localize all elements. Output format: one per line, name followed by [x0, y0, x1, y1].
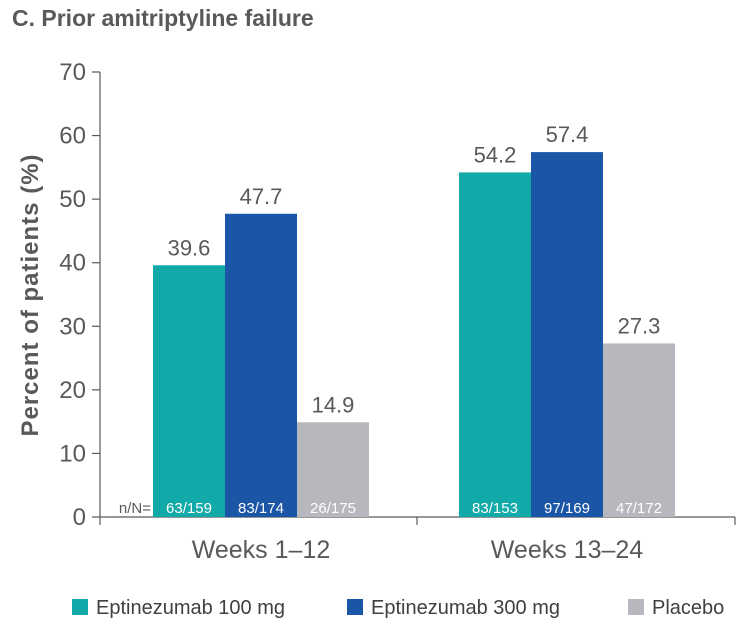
bar-value-label: 14.9 — [312, 392, 355, 417]
chart-title: C. Prior amitriptyline failure — [12, 5, 314, 31]
y-tick-label: 40 — [59, 250, 86, 277]
legend-swatch — [72, 599, 88, 615]
y-tick-label: 30 — [59, 313, 86, 340]
bar-value-label: 27.3 — [618, 313, 661, 338]
bars — [153, 152, 675, 517]
bar-value-label: 57.4 — [546, 122, 589, 147]
bar-n-label: 26/175 — [310, 500, 356, 517]
legend-label: Eptinezumab 300 mg — [371, 597, 560, 619]
y-tick-label: 60 — [59, 123, 86, 150]
x-category-label: Weeks 1–12 — [192, 536, 331, 564]
bar-value-label: 39.6 — [168, 235, 211, 260]
y-tick-label: 70 — [59, 59, 86, 86]
bar — [459, 172, 531, 517]
axes: 0 10 20 30 40 50 60 70 — [59, 59, 736, 531]
bar — [153, 265, 225, 517]
legend-swatch — [628, 599, 644, 615]
bar — [531, 152, 603, 517]
y-tick-label: 50 — [59, 186, 86, 213]
bar — [297, 422, 369, 517]
y-axis-label: Percent of patients (%) — [17, 153, 44, 436]
n-prefix-label: n/N= — [119, 500, 151, 517]
y-tick-label: 10 — [59, 440, 86, 467]
x-category-label: Weeks 13–24 — [491, 536, 644, 564]
legend: Eptinezumab 100 mg Eptinezumab 300 mg Plac… — [72, 597, 724, 619]
y-tick-label: 0 — [73, 504, 86, 531]
y-tick-label: 20 — [59, 377, 86, 404]
legend-label: Placebo — [652, 597, 724, 619]
bar-n-label: 83/153 — [472, 500, 518, 517]
legend-label: Eptinezumab 100 mg — [96, 597, 285, 619]
bar-n-label: 83/174 — [238, 500, 284, 517]
bar-n-label: 47/172 — [616, 500, 662, 517]
bar-n-label: 63/159 — [166, 500, 212, 517]
bar — [225, 213, 297, 517]
bar — [603, 343, 675, 517]
bar-n-label: 97/169 — [544, 500, 590, 517]
bar-value-label: 54.2 — [474, 142, 517, 167]
legend-swatch — [347, 599, 363, 615]
bar-value-label: 47.7 — [240, 184, 283, 209]
labels: Weeks 1–12 Weeks 13–24 n/N= 39.6 63/159 54.2 8… — [119, 122, 662, 564]
